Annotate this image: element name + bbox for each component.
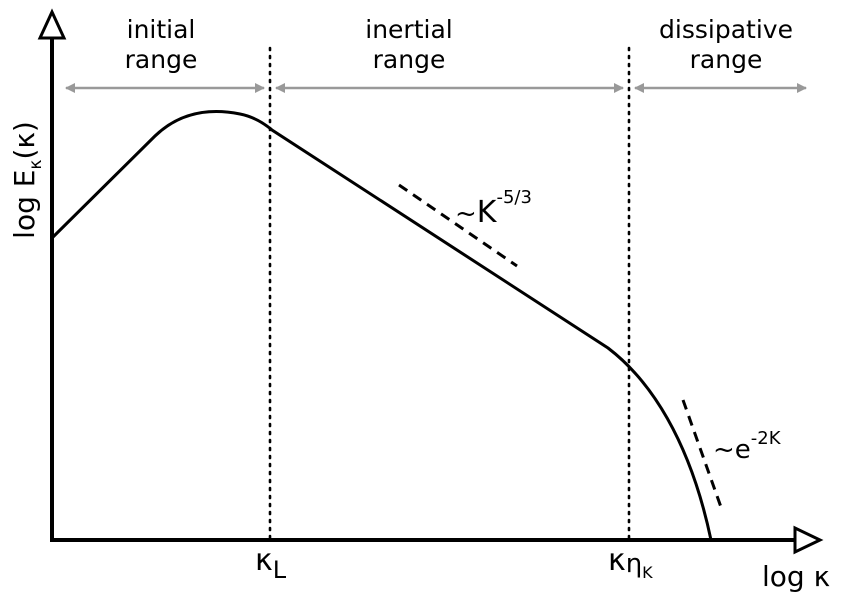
- dissipative-range-label-line1: dissipative: [659, 15, 793, 44]
- dissipative-range-label-line2: range: [690, 45, 763, 74]
- inertial-slope-label: ~K-5/3: [455, 187, 532, 230]
- inertial-range-label-line2: range: [373, 45, 446, 74]
- inertial-range-label-line1: inertial: [365, 15, 452, 44]
- initial-range-label-line1: initial: [127, 15, 196, 44]
- kappa-L-tick-label: κL: [255, 543, 287, 584]
- y-axis-arrowhead: [37, 8, 67, 40]
- y-axis-label: log Eκ(κ): [8, 121, 46, 239]
- inertial-slope-dashed-line: [398, 183, 518, 268]
- dissipative-slope-dashed-line: [681, 399, 724, 511]
- x-axis-arrowhead: [793, 525, 824, 555]
- x-axis-label: log κ: [762, 560, 830, 593]
- kappa-eta-tick-label: κηK: [608, 543, 653, 582]
- dissipative-slope-label: ~e-2K: [713, 428, 782, 465]
- initial-range-label-line2: range: [125, 45, 198, 74]
- energy-spectrum-curve: [50, 110, 713, 541]
